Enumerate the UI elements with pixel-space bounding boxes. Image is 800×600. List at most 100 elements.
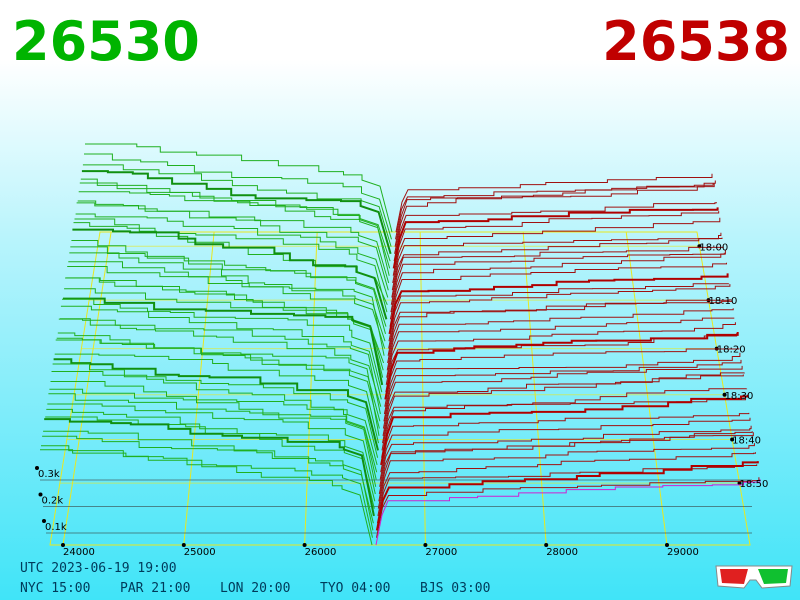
bid-depth-line xyxy=(58,318,381,415)
ask-depth-line xyxy=(386,308,734,371)
bid-depth-line xyxy=(84,153,392,240)
price-label: 27000 xyxy=(425,547,457,558)
city-time: BJS 03:00 xyxy=(420,581,490,596)
price-grid-line xyxy=(419,231,426,546)
time-label: 18:10 xyxy=(709,296,738,307)
price-label: 28000 xyxy=(546,547,578,558)
ask-depth-line xyxy=(383,359,742,422)
bid-depth-line xyxy=(52,363,379,458)
ask-depth-line xyxy=(378,432,754,502)
ask-depth-line xyxy=(384,332,739,400)
bid-depth-line xyxy=(60,305,382,400)
ask-depth-line xyxy=(392,217,721,284)
ask-depth-line xyxy=(392,211,720,276)
price-tick xyxy=(181,543,186,547)
ask-depth-line xyxy=(383,352,741,415)
price-label: 24000 xyxy=(63,547,95,558)
ask-depth-line xyxy=(392,207,719,269)
volume-label: 0.3k xyxy=(38,469,60,480)
bid-depth-line xyxy=(62,298,383,393)
ask-depth-line xyxy=(395,183,714,240)
time-tick xyxy=(730,437,735,442)
ask-depth-line xyxy=(385,322,736,385)
price-tick xyxy=(544,543,549,547)
ask-depth-line xyxy=(390,246,724,305)
ask-depth-line xyxy=(380,412,750,473)
price-grid-line xyxy=(183,231,215,546)
ask-depth-line xyxy=(394,180,716,254)
time-label: 18:40 xyxy=(732,436,761,447)
bid-depth-line xyxy=(67,266,385,356)
ask-depth-line xyxy=(378,431,753,495)
bid-depth-line xyxy=(68,261,386,349)
price-tick xyxy=(302,543,307,547)
time-label: 18:50 xyxy=(740,479,769,490)
bid-depth-line xyxy=(85,143,393,233)
floor-outline xyxy=(49,231,751,546)
axis-labels: 24000 25000 26000 27000 28000 29000 18:00 18:10… xyxy=(38,242,768,558)
time-label: 18:00 xyxy=(699,242,728,253)
ask-depth-line xyxy=(386,317,735,378)
bid-depth-line xyxy=(46,408,376,502)
price-label: 26000 xyxy=(305,547,337,558)
bid-depth-line xyxy=(65,277,384,371)
ask-depth-line xyxy=(387,299,732,356)
ask-depth-line xyxy=(390,252,725,313)
bid-depth-line xyxy=(56,337,380,429)
bid-depth-line xyxy=(69,252,386,342)
bid-depth-line xyxy=(78,191,390,276)
bid-depth-line xyxy=(82,164,392,247)
ask-depth-line xyxy=(389,262,727,327)
bid-depth-line xyxy=(48,393,377,487)
ask-depth-line xyxy=(388,273,729,335)
city-time: PAR 21:00 xyxy=(120,581,190,596)
bid-depth-line xyxy=(49,388,377,480)
bid-depth-line xyxy=(40,449,373,546)
ask-depth-line xyxy=(375,461,759,531)
volume-tick xyxy=(42,519,46,523)
bid-depth-line xyxy=(47,403,376,495)
bid-depth-line xyxy=(55,339,380,436)
bid-depth-line xyxy=(54,353,379,444)
time-tick xyxy=(722,392,727,397)
bid-depth-line xyxy=(43,430,374,524)
ask-depth-line xyxy=(377,443,755,509)
ask-depth-line xyxy=(376,464,758,524)
ask-depth-line xyxy=(381,396,746,451)
depth-lines xyxy=(40,143,761,546)
price-grid-line xyxy=(304,231,318,546)
ask-depth-line xyxy=(382,374,744,436)
ask-depth-line xyxy=(388,283,730,342)
price-tick xyxy=(61,543,65,547)
ask-depth-line xyxy=(393,202,717,262)
city-time: LON 20:00 xyxy=(220,581,290,596)
time-tick xyxy=(737,481,742,486)
price-grid-line xyxy=(62,231,112,546)
ask-depth-line xyxy=(395,173,713,233)
glasses-icon xyxy=(715,565,793,589)
price-tick xyxy=(423,543,428,547)
bid-depth-line xyxy=(42,435,374,531)
bid-depth-line xyxy=(71,240,387,327)
bid-depth-line xyxy=(70,246,386,335)
ask-depth-line xyxy=(379,425,752,487)
ask-price: 26538 xyxy=(602,10,790,73)
ask-depth-line xyxy=(379,417,751,480)
bid-depth-line xyxy=(63,297,384,386)
bid-depth-line xyxy=(76,202,389,291)
bid-depth-line xyxy=(73,222,388,313)
time-label: 18:20 xyxy=(717,345,746,356)
bid-depth-line xyxy=(41,445,373,538)
ask-depth-line xyxy=(382,372,745,444)
price-label: 25000 xyxy=(184,547,216,558)
ask-depth-line xyxy=(375,479,761,546)
bid-depth-line xyxy=(57,332,381,422)
volume-label: 0.1k xyxy=(45,522,67,533)
ask-depth-line xyxy=(376,477,760,538)
ask-depth-line xyxy=(391,232,722,291)
ask-depth-line xyxy=(377,452,756,516)
time-label: 18:30 xyxy=(725,391,754,402)
price-tick xyxy=(665,543,669,547)
volume-tick xyxy=(35,466,39,470)
